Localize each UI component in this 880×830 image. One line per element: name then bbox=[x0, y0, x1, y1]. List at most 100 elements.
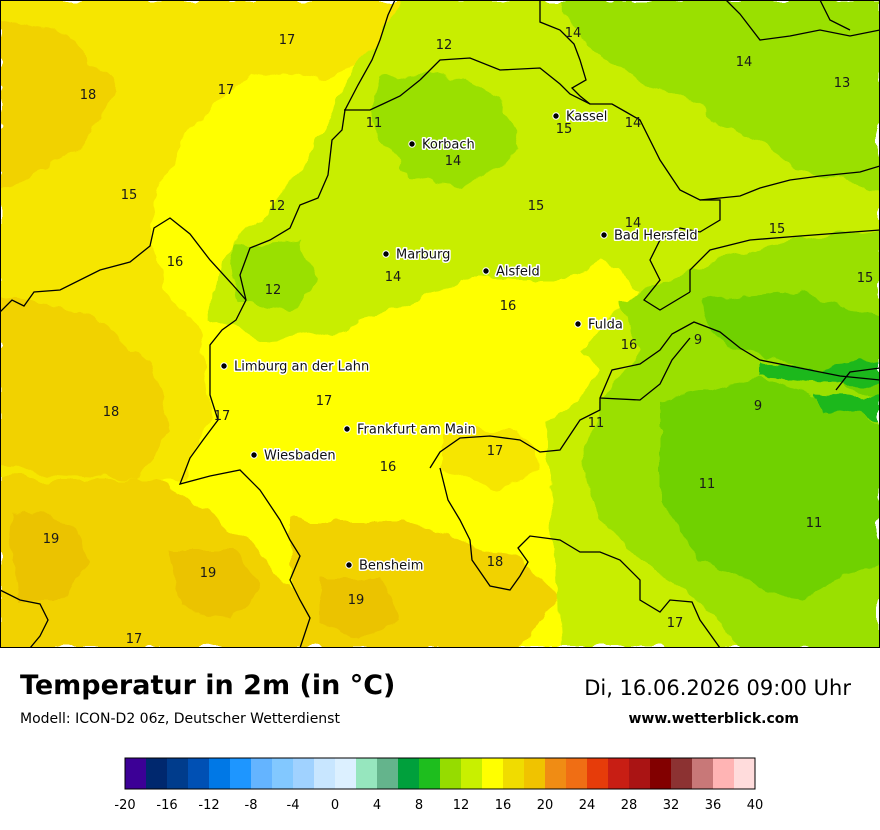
temperature-value: 15 bbox=[556, 122, 573, 137]
legend-swatch bbox=[482, 758, 504, 789]
page-title: Temperatur in 2m (in °C) bbox=[20, 670, 396, 701]
legend-swatch bbox=[167, 758, 189, 789]
temperature-value: 12 bbox=[269, 199, 286, 214]
legend-swatch bbox=[419, 758, 441, 789]
city-dot bbox=[343, 425, 351, 433]
temperature-value: 17 bbox=[667, 616, 684, 631]
legend-tick-label: 12 bbox=[453, 798, 470, 813]
legend-swatch bbox=[251, 758, 273, 789]
temperature-value: 11 bbox=[588, 416, 605, 431]
legend-swatch bbox=[608, 758, 630, 789]
city-dot bbox=[552, 112, 560, 120]
legend-tick-label: -16 bbox=[156, 798, 177, 813]
legend-tick-label: 16 bbox=[495, 798, 512, 813]
legend-tick-label: 20 bbox=[537, 798, 554, 813]
temperature-value: 11 bbox=[699, 477, 716, 492]
temperature-value: 11 bbox=[806, 516, 823, 531]
temperature-value: 12 bbox=[265, 283, 282, 298]
legend-swatch bbox=[440, 758, 462, 789]
temperature-value: 14 bbox=[625, 216, 642, 231]
temperature-value: 18 bbox=[80, 88, 97, 103]
city-label: Wiesbaden bbox=[264, 449, 336, 464]
legend-swatch bbox=[692, 758, 714, 789]
legend-swatch bbox=[335, 758, 357, 789]
legend-swatch bbox=[377, 758, 399, 789]
temperature-value: 12 bbox=[436, 38, 453, 53]
color-legend: -20 -16 -12 -8 -4 0 4 8 12 16 20 24 28 32 36 40 bbox=[0, 755, 880, 825]
temperature-value: 17 bbox=[214, 409, 231, 424]
legend-tick-label: 4 bbox=[373, 798, 381, 813]
city-dot bbox=[382, 250, 390, 258]
temperature-value: 17 bbox=[279, 33, 296, 48]
city-dot bbox=[408, 140, 416, 148]
temperature-value: 14 bbox=[736, 55, 753, 70]
legend-swatch bbox=[188, 758, 210, 789]
city-dot bbox=[600, 231, 608, 239]
legend-tick-label: 8 bbox=[415, 798, 423, 813]
temperature-value: 17 bbox=[316, 394, 333, 409]
temperature-value: 14 bbox=[625, 116, 642, 131]
city-label: Bad Hersfeld bbox=[614, 229, 698, 244]
legend-swatch bbox=[230, 758, 252, 789]
legend-swatch bbox=[650, 758, 672, 789]
legend-tick-label: 0 bbox=[331, 798, 339, 813]
temperature-value: 11 bbox=[366, 116, 383, 131]
temperature-value: 19 bbox=[200, 566, 217, 581]
legend-swatch bbox=[398, 758, 420, 789]
legend-swatch bbox=[293, 758, 315, 789]
temperature-value: 19 bbox=[43, 532, 60, 547]
legend-swatch bbox=[209, 758, 231, 789]
legend-tick-label: -12 bbox=[198, 798, 219, 813]
temperature-value: 13 bbox=[834, 76, 851, 91]
legend-swatch bbox=[524, 758, 546, 789]
legend-tick-label: 40 bbox=[747, 798, 764, 813]
legend-tick-label: 28 bbox=[621, 798, 638, 813]
legend-swatch bbox=[545, 758, 567, 789]
temperature-value: 19 bbox=[348, 593, 365, 608]
legend-swatch bbox=[272, 758, 294, 789]
legend-frame bbox=[124, 757, 756, 790]
legend-swatch bbox=[587, 758, 609, 789]
legend-tick-label: 32 bbox=[663, 798, 680, 813]
legend-swatch bbox=[314, 758, 336, 789]
temperature-field bbox=[0, 0, 880, 648]
city-label: Marburg bbox=[396, 248, 450, 263]
temperature-value: 16 bbox=[621, 338, 638, 353]
city-label: Kassel bbox=[566, 110, 607, 125]
temperature-value: 14 bbox=[565, 26, 582, 41]
temperature-value: 14 bbox=[445, 154, 462, 169]
city-dot bbox=[220, 362, 228, 370]
legend-swatch bbox=[713, 758, 735, 789]
temperature-value: 16 bbox=[380, 460, 397, 475]
temperature-value: 18 bbox=[103, 405, 120, 420]
temperature-value: 17 bbox=[126, 632, 143, 647]
legend-tick-label: -20 bbox=[114, 798, 135, 813]
legend-swatch bbox=[566, 758, 588, 789]
temperature-value: 16 bbox=[167, 255, 184, 270]
legend-swatch bbox=[629, 758, 651, 789]
forecast-datetime: Di, 16.06.2026 09:00 Uhr bbox=[584, 676, 851, 700]
city-label: Alsfeld bbox=[496, 265, 540, 280]
legend-tick-label: -8 bbox=[245, 798, 258, 813]
legend-swatch bbox=[671, 758, 693, 789]
legend-tick-label: 36 bbox=[705, 798, 722, 813]
city-dot bbox=[482, 267, 490, 275]
legend-swatch bbox=[503, 758, 525, 789]
legend-swatch bbox=[125, 758, 147, 789]
legend-swatch bbox=[461, 758, 483, 789]
city-label: Frankfurt am Main bbox=[357, 423, 476, 438]
model-info: Modell: ICON-D2 06z, Deutscher Wetterdie… bbox=[20, 711, 340, 727]
legend-tick-label: -4 bbox=[287, 798, 300, 813]
temperature-value: 15 bbox=[528, 199, 545, 214]
temperature-value: 18 bbox=[487, 555, 504, 570]
value-labels: 17 12 14 14 13 18 17 11 15 14 14 15 12 15 14 15 16 14 15 12… bbox=[43, 26, 874, 647]
city-label: Bensheim bbox=[359, 559, 423, 574]
temperature-value: 17 bbox=[487, 444, 504, 459]
temperature-value: 17 bbox=[218, 83, 235, 98]
city-label: Limburg an der Lahn bbox=[234, 360, 369, 375]
city-dot bbox=[250, 451, 258, 459]
city-dot bbox=[345, 561, 353, 569]
temperature-value: 16 bbox=[500, 299, 517, 314]
website-link[interactable]: www.wetterblick.com bbox=[628, 711, 800, 727]
legend-tick-label: 24 bbox=[579, 798, 596, 813]
